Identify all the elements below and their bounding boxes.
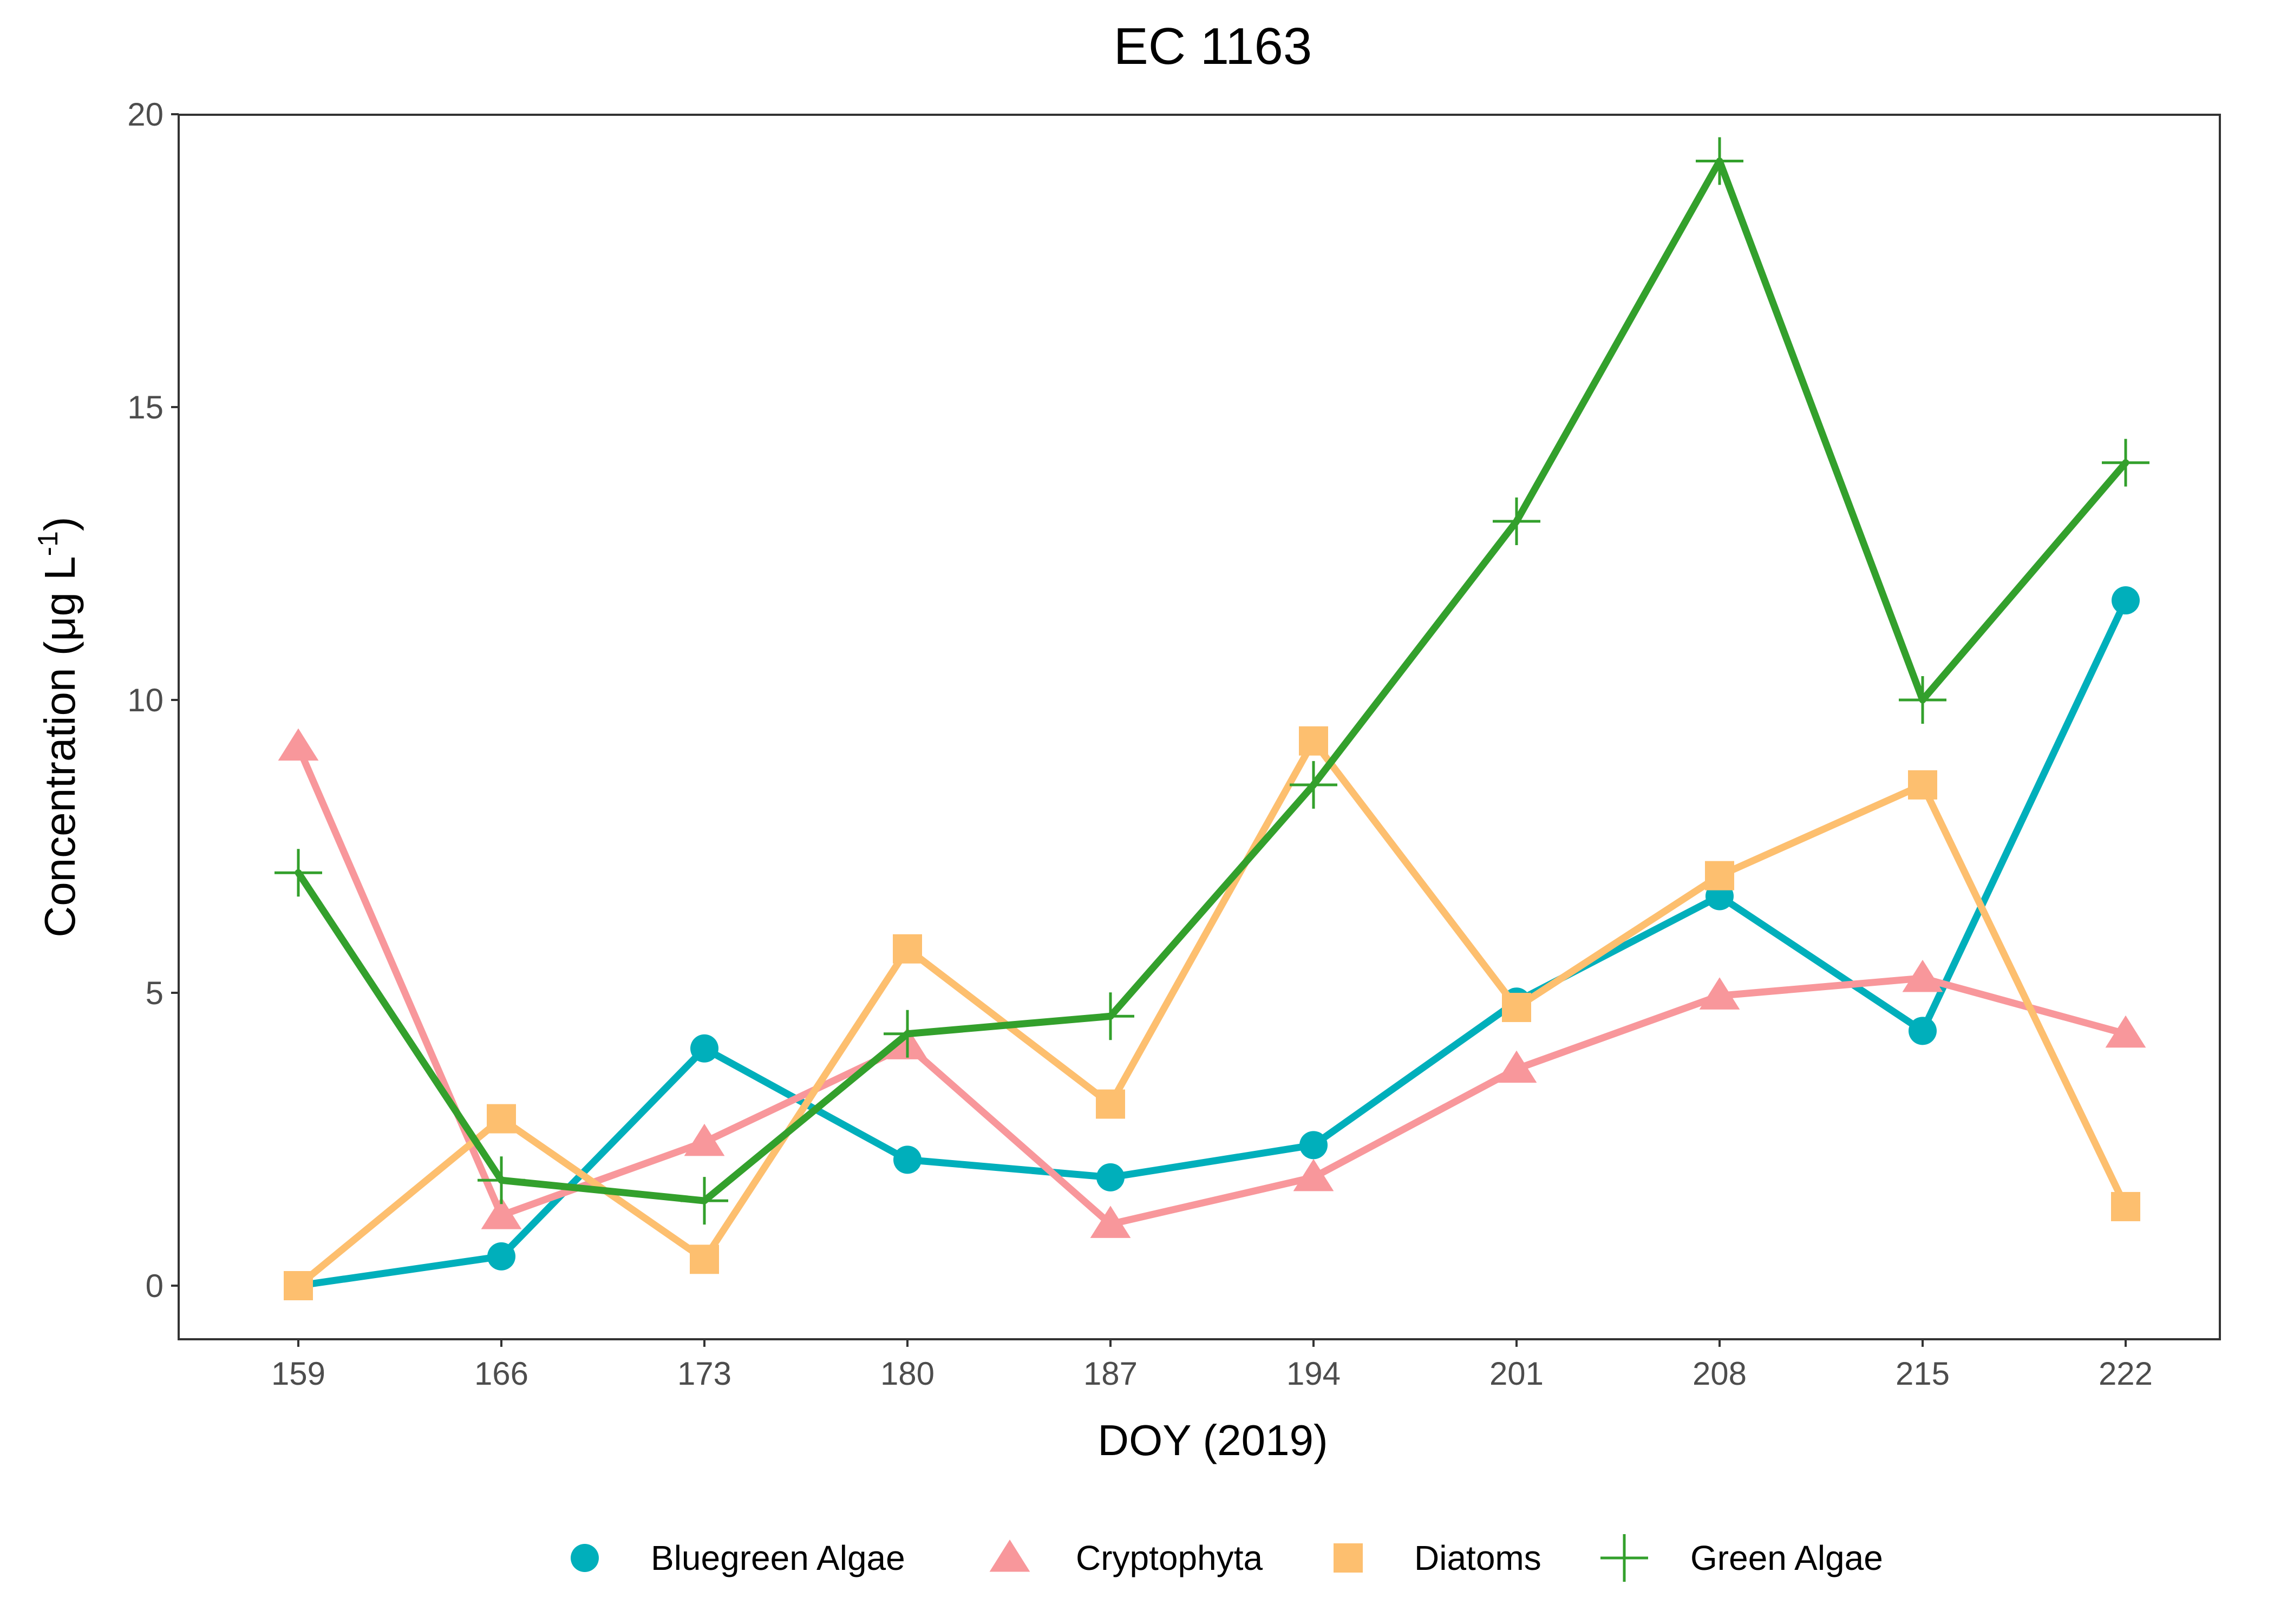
data-point-diatoms xyxy=(1299,726,1328,756)
data-point-diatoms xyxy=(1908,770,1937,800)
legend-key-cryptophyta xyxy=(989,1540,1030,1572)
data-point-green-algae xyxy=(1290,761,1337,809)
y-axis-title: Concentration (μg L-1) xyxy=(32,516,84,937)
x-tick-label: 159 xyxy=(271,1355,325,1392)
legend: Bluegreen Algae Cryptophyta Diatoms Green A… xyxy=(571,1534,1883,1582)
x-tick-label: 215 xyxy=(1896,1355,1950,1392)
data-point-diatoms xyxy=(1705,861,1734,890)
data-point-cryptophyta xyxy=(684,1123,725,1156)
y-tick-label: 20 xyxy=(127,96,164,133)
data-point-cryptophyta xyxy=(481,1197,522,1229)
data-point-green-algae xyxy=(1493,497,1540,545)
x-tick-label: 222 xyxy=(2099,1355,2153,1392)
data-point-bluegreen-algae xyxy=(893,1145,922,1174)
data-point-bluegreen-algae xyxy=(2112,586,2140,615)
data-point-diatoms xyxy=(1096,1089,1125,1119)
x-tick-label: 180 xyxy=(880,1355,935,1392)
data-point-bluegreen-algae xyxy=(1096,1163,1125,1191)
y-tick-label: 15 xyxy=(127,389,164,425)
data-point-green-algae xyxy=(681,1177,728,1225)
legend-label: Bluegreen Algae xyxy=(651,1538,905,1577)
y-axis: 0 5 10 15 20 xyxy=(127,96,179,1304)
y-axis-title-close: ) xyxy=(36,516,84,531)
data-point-cryptophyta xyxy=(1496,1050,1537,1083)
x-tick-label: 208 xyxy=(1693,1355,1747,1392)
data-point-diatoms xyxy=(487,1104,516,1134)
series-line-bluegreen-algae xyxy=(295,597,2129,1289)
legend-label: Cryptophyta xyxy=(1076,1538,1263,1577)
legend-key-bluegreen-algae xyxy=(571,1544,599,1572)
y-axis-title-main: Concentration (μg L xyxy=(36,556,84,937)
data-point-diatoms xyxy=(1502,993,1531,1023)
data-point-diatoms xyxy=(2111,1191,2140,1221)
legend-item-bluegreen-algae: Bluegreen Algae xyxy=(571,1538,905,1577)
data-point-cryptophyta xyxy=(1293,1158,1334,1191)
legend-label: Diatoms xyxy=(1414,1538,1541,1577)
data-point-bluegreen-algae xyxy=(487,1242,515,1271)
legend-item-cryptophyta: Cryptophyta xyxy=(989,1538,1263,1577)
legend-label: Green Algae xyxy=(1690,1538,1883,1577)
data-point-diatoms xyxy=(284,1271,313,1300)
legend-item-diatoms: Diatoms xyxy=(1334,1538,1541,1577)
data-point-green-algae xyxy=(1696,137,1743,185)
data-point-green-algae xyxy=(478,1156,525,1204)
chart-title: EC 1163 xyxy=(1114,17,1312,75)
data-point-green-algae xyxy=(2102,438,2149,487)
x-axis: 159 166 173 180 187 194 201 208 215 222 xyxy=(271,1339,2153,1392)
data-point-bluegreen-algae xyxy=(690,1034,718,1063)
series-line-green-algae xyxy=(295,158,2129,1204)
data-point-cryptophyta xyxy=(1090,1206,1131,1238)
data-point-cryptophyta xyxy=(278,728,319,761)
legend-key-green-algae xyxy=(1600,1534,1648,1582)
legend-key-diatoms xyxy=(1334,1543,1363,1573)
x-axis-title: DOY (2019) xyxy=(1097,1416,1328,1464)
x-tick-label: 173 xyxy=(677,1355,731,1392)
y-tick-label: 5 xyxy=(146,975,164,1011)
series-layer xyxy=(275,137,2149,1300)
series-line-cryptophyta xyxy=(295,743,2129,1228)
data-point-bluegreen-algae xyxy=(1299,1131,1328,1160)
data-point-green-algae xyxy=(1087,992,1134,1040)
y-axis-title-superscript: -1 xyxy=(32,531,64,556)
data-point-cryptophyta xyxy=(1699,977,1740,1010)
data-point-diatoms xyxy=(690,1245,719,1274)
data-point-cryptophyta xyxy=(2105,1015,2146,1048)
data-point-green-algae xyxy=(884,1010,931,1058)
series-cryptophyta xyxy=(278,728,2146,1238)
series-green-algae xyxy=(275,137,2149,1225)
data-point-green-algae xyxy=(275,849,322,897)
data-point-diatoms xyxy=(893,934,922,964)
y-tick-label: 0 xyxy=(146,1268,164,1304)
x-tick-label: 166 xyxy=(474,1355,528,1392)
y-tick-label: 10 xyxy=(127,682,164,718)
data-point-cryptophyta xyxy=(1902,959,1943,992)
x-tick-label: 201 xyxy=(1489,1355,1544,1392)
plot-panel-border xyxy=(178,114,2221,1340)
legend-item-green-algae: Green Algae xyxy=(1600,1534,1883,1582)
data-point-green-algae xyxy=(1899,676,1946,724)
x-tick-label: 194 xyxy=(1286,1355,1341,1392)
data-point-bluegreen-algae xyxy=(1909,1017,1937,1045)
x-tick-label: 187 xyxy=(1083,1355,1138,1392)
